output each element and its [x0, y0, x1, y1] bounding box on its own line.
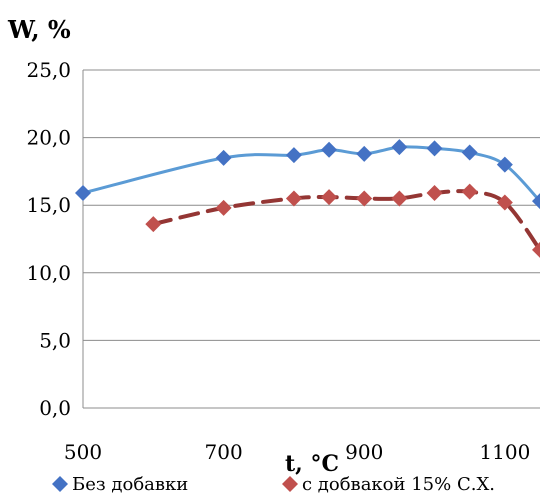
series-point-1: [532, 241, 540, 258]
series-point-0: [461, 144, 478, 161]
series: [75, 139, 540, 258]
series-point-0: [426, 140, 443, 157]
x-tick-label: 500: [64, 440, 102, 464]
series-point-1: [321, 189, 338, 206]
y-tick-label: 10,0: [26, 261, 71, 285]
y-tick-label: 15,0: [26, 193, 71, 217]
legend-label-1: с добвакой 15% С.Х.: [302, 474, 495, 495]
y-tick-label: 5,0: [39, 328, 71, 352]
series-point-0: [532, 193, 540, 210]
legend-label-0: Без добавки: [72, 474, 188, 495]
series-point-0: [391, 139, 408, 156]
series-point-1: [285, 190, 302, 207]
series-point-1: [145, 216, 162, 233]
legend-marker-1: [282, 476, 298, 492]
y-tick-labels: 0,0 5,0 10,0 15,0 20,0 25,0: [26, 58, 71, 420]
grid: [82, 69, 540, 409]
series-point-0: [356, 145, 373, 162]
series-point-0: [285, 147, 302, 164]
x-tick-label: 900: [345, 440, 383, 464]
series-point-1: [215, 199, 232, 216]
y-tick-label: 25,0: [26, 58, 71, 82]
y-axis-label: W, %: [7, 15, 71, 44]
series-point-1: [391, 190, 408, 207]
series-point-0: [321, 141, 338, 158]
series-point-0: [496, 156, 513, 173]
x-tick-labels: 500 700 900 1100: [64, 440, 530, 464]
series-point-0: [75, 185, 91, 202]
x-tick-label: 700: [205, 440, 243, 464]
y-tick-label: 20,0: [26, 126, 71, 150]
series-point-1: [496, 194, 513, 211]
series-line-1: [151, 189, 540, 252]
x-axis-label: t, °C: [285, 451, 339, 477]
x-tick-label: 1100: [479, 440, 530, 464]
legend-marker-0: [52, 476, 68, 492]
series-point-1: [461, 183, 478, 200]
y-tick-label: 0,0: [39, 396, 71, 420]
series-point-1: [426, 185, 443, 202]
legend: Без добавки с добвакой 15% С.Х.: [52, 474, 495, 495]
series-point-0: [215, 149, 232, 166]
series-point-1: [356, 190, 373, 207]
